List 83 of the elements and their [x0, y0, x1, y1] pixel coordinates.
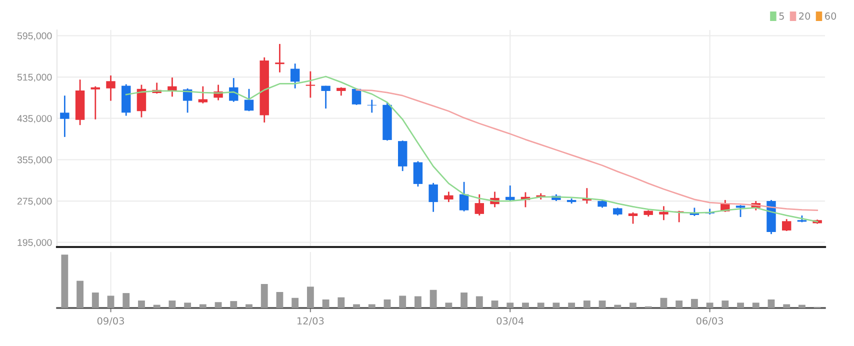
y-tick-label: 595,000	[17, 32, 52, 40]
bar	[568, 302, 576, 308]
bar	[660, 298, 668, 308]
bar	[552, 302, 560, 308]
bar	[276, 292, 284, 308]
bar	[368, 304, 376, 308]
candlestick	[244, 88, 254, 112]
candlestick	[628, 212, 638, 224]
y-tick-label: 435,000	[17, 115, 52, 124]
bar	[798, 304, 806, 308]
bar	[338, 297, 345, 308]
bar	[583, 300, 590, 308]
bar	[122, 293, 130, 308]
candlestick	[782, 218, 792, 232]
candlestick	[60, 94, 70, 138]
bar	[230, 301, 238, 308]
candlestick	[90, 86, 100, 120]
bar	[184, 302, 192, 308]
bar	[168, 300, 176, 308]
bar	[61, 254, 68, 308]
candlestick	[136, 84, 146, 118]
candlestick	[290, 62, 300, 90]
bar	[506, 302, 514, 308]
bar	[399, 296, 406, 308]
bar	[537, 302, 544, 308]
y-tick-label: 195,000	[18, 239, 52, 248]
bar	[414, 296, 422, 308]
bar	[430, 290, 437, 308]
legend-label: 60	[825, 12, 836, 20]
bar	[322, 299, 330, 308]
bar	[153, 304, 160, 308]
bar	[92, 292, 99, 308]
legend-label: 5	[779, 12, 784, 20]
bar	[752, 302, 760, 308]
bar	[76, 280, 84, 308]
x-tick-label: 03/04	[496, 317, 524, 326]
candlestick	[428, 182, 438, 213]
bar	[353, 304, 360, 308]
bar	[690, 298, 698, 308]
bar	[783, 304, 790, 308]
candlestick	[413, 160, 423, 188]
candlestick	[506, 184, 515, 202]
bar	[737, 302, 744, 308]
bar	[199, 304, 206, 308]
bar	[460, 292, 468, 308]
line-series	[356, 89, 818, 212]
bar	[384, 299, 391, 308]
y-tick-label: 515,000	[17, 74, 52, 82]
bar	[630, 302, 636, 308]
bar	[107, 296, 114, 308]
legend-label: 20	[799, 12, 810, 20]
candlestick	[444, 191, 454, 203]
y-tick-label: 355,000	[17, 156, 52, 164]
candlestick	[736, 204, 746, 218]
y-tick-label: 275,000	[17, 198, 52, 206]
bar	[768, 299, 775, 308]
bar	[292, 298, 299, 308]
bar	[522, 302, 529, 308]
bar	[246, 304, 252, 308]
bar	[445, 302, 452, 308]
x-tick-label: 06/03	[696, 317, 724, 326]
candlestick	[306, 70, 316, 98]
candlestick	[367, 99, 376, 114]
x-tick-label: 12/03	[298, 317, 324, 326]
bar	[138, 300, 145, 308]
candlestick	[106, 74, 116, 102]
bar	[614, 304, 622, 308]
bar	[706, 302, 714, 308]
candlestick	[198, 86, 208, 104]
candlestick	[459, 181, 469, 212]
bar	[598, 300, 606, 308]
bar	[214, 302, 222, 308]
bar	[260, 284, 268, 308]
candlestick	[321, 85, 330, 110]
bar	[306, 286, 314, 308]
candlestick	[659, 205, 668, 221]
candlestick	[474, 194, 484, 216]
bar	[676, 300, 683, 308]
x-tick-label: 09/03	[97, 317, 124, 326]
bar	[491, 300, 498, 308]
bar	[722, 300, 729, 308]
candlestick	[275, 43, 284, 74]
bar	[476, 296, 483, 308]
